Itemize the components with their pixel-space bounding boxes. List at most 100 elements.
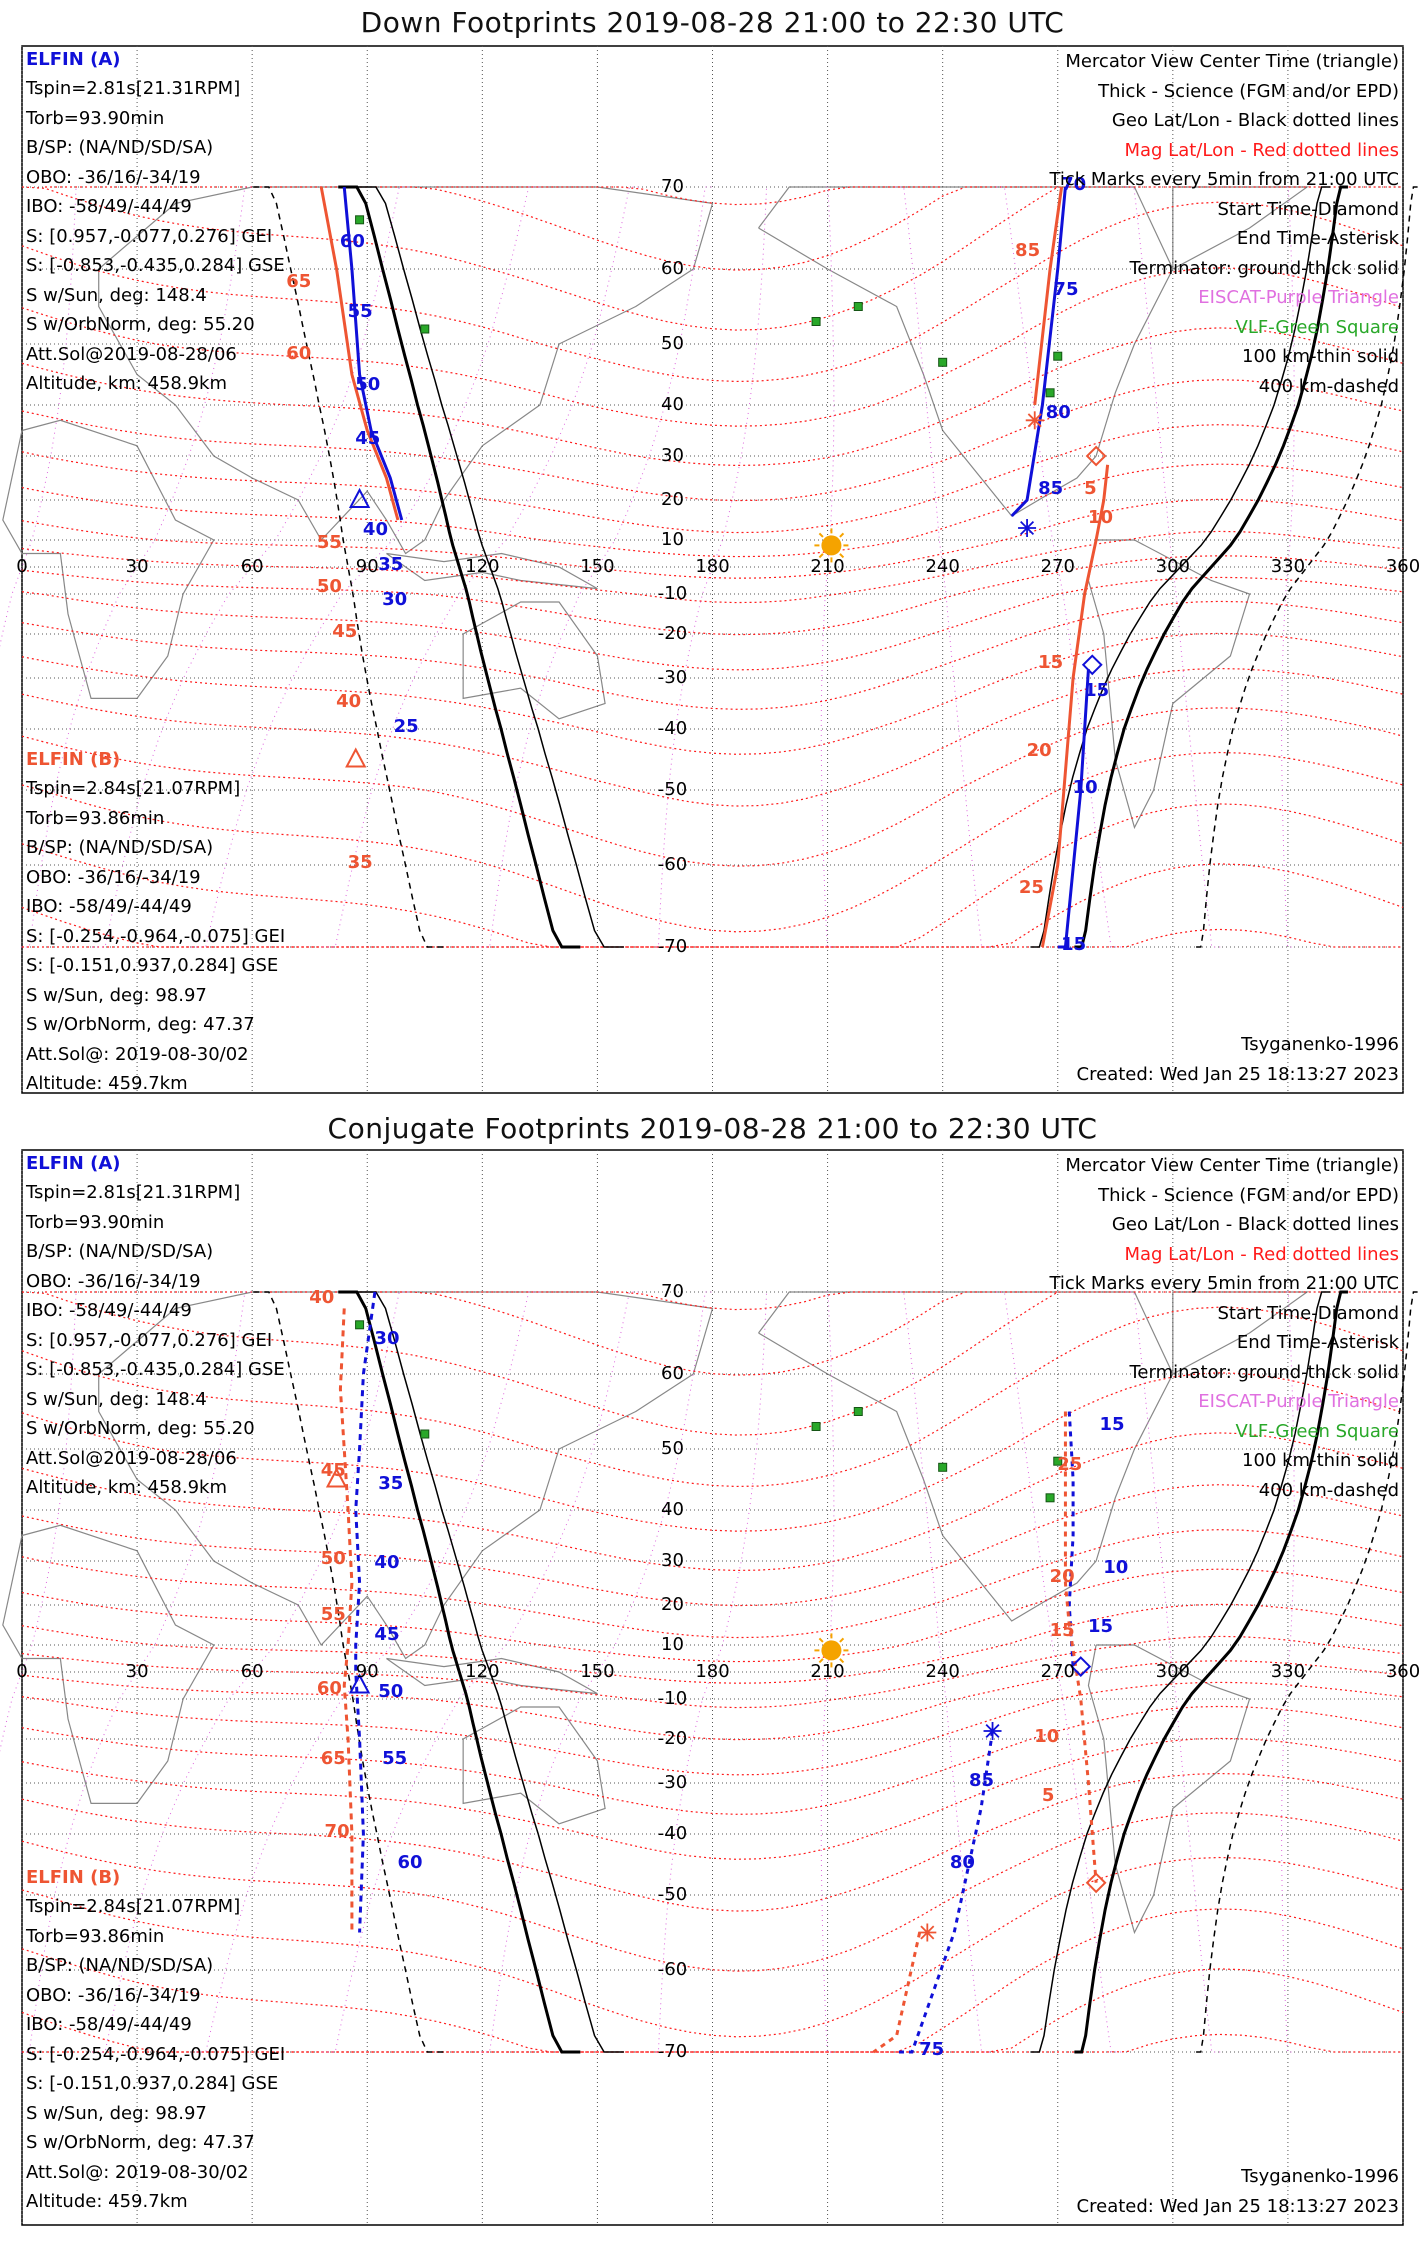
track-tick-label: 75 [1053,278,1079,300]
end-time-asterisk [1027,413,1042,428]
elfin-b-info: Altitude: 459.7km [26,1073,188,1094]
mag-lat-line [21,1681,1404,1776]
x-tick-label: 240 [925,1661,960,1682]
lat-tick-label: 60 [661,258,684,279]
terminator-ground-east [1074,1290,1348,2054]
mag-lat-line [21,379,1404,502]
track-tick-label: 55 [316,532,342,554]
x-tick-label: 180 [695,1661,730,1682]
lat-tick-label: 20 [661,489,684,510]
elfin-b-info: OBO: -36/16/-34/19 [26,1984,201,2006]
track-tick-label: 50 [316,575,342,597]
lat-tick-label: -70 [657,936,688,957]
x-tick-label: 120 [465,556,500,577]
elfin-a-name: ELFIN (A) [26,49,121,70]
sun-marker [821,1640,842,1661]
mag-lat-line [21,1812,1404,1972]
x-tick-label: 360 [1385,1661,1421,1682]
track-tick-label: 80 [949,1851,975,1873]
panel2-title: Conjugate Footprints 2019-08-28 21:00 to… [327,1112,1098,1145]
coastline-2 [462,1706,606,1825]
elfin-a-info: B/SP: (NA/ND/SD/SA) [26,137,214,158]
mag-lat-line [21,463,1404,558]
elfin-b-info: S w/OrbNorm, deg: 47.37 [26,2132,255,2153]
lat-tick-label: -60 [657,854,688,875]
lat-tick-label: -10 [657,1688,688,1709]
lat-tick-label: -20 [657,623,688,644]
elfin-a-info: Tspin=2.81s[21.31RPM] [26,78,241,99]
end-time-asterisk [1020,520,1035,536]
terminator-ground-west [338,1290,581,2054]
lat-tick-label: 60 [661,1363,684,1384]
elfin-b-info: S: [-0.151,0.937,0.284] GSE [26,955,279,976]
track-tick-label: 25 [1057,1454,1083,1476]
x-tick-label: 60 [240,556,264,577]
x-tick-label: 210 [810,1661,845,1682]
lat-tick-label: -60 [657,1959,688,1980]
legend-entry: 100 km-thin solid [1242,346,1399,367]
mag-lon-line [481,1291,714,2053]
mag-lat-line [21,1635,1404,1709]
track-tick-label: 40 [309,1287,335,1309]
legend-entry: Geo Lat/Lon - Black dotted lines [1111,110,1399,131]
track-tick-label: 60 [339,231,365,253]
vlf-station-square [853,1407,863,1416]
sun-ray [839,1637,845,1643]
elfin-a-info: OBO: -36/16/-34/19 [26,166,201,188]
track-tick-label: 35 [378,1472,404,1494]
lat-tick-label: 70 [661,1281,684,1302]
x-tick-label: 60 [240,1661,264,1682]
mag-lat-line [45,1291,1058,1376]
center-time-triangle [345,747,367,768]
mag-lat-line [21,1908,1404,2053]
elfin-a-info: Torb=93.90min [26,107,165,129]
elfin-b-info: Torb=93.86min [26,1925,165,1947]
footprint-track-3 [1057,669,1090,949]
lat-tick-label: 40 [661,1499,684,1520]
elfin-b-info: OBO: -36/16/-34/19 [26,866,201,888]
mag-lat-line [21,1660,1404,1741]
mag-lat-line [21,267,1404,427]
legend-entry: Mercator View Center Time (triangle) [1065,1155,1399,1176]
vlf-station-square [1053,1456,1063,1466]
mag-lon-line [481,186,714,948]
lat-tick-label: -10 [657,583,688,604]
track-tick-label: 45 [332,621,358,642]
track-tick-label: 10 [1034,1726,1060,1747]
legend-entry: Thick - Science (FGM and/or EPD) [1098,1184,1399,1206]
track-tick-label: 50 [320,1548,346,1569]
mag-lat-line [21,1291,1403,1436]
legend-entry: Start Time-Diamond [1217,198,1399,220]
start-time-diamond [1081,654,1103,676]
mag-lat-line [21,863,1404,948]
x-tick-label: 150 [580,556,615,577]
track-tick-label: 15 [1061,934,1087,955]
elfin-b-name: ELFIN (B) [26,1867,121,1888]
lat-tick-label: 10 [661,1634,684,1655]
elfin-b-info: Att.Sol@: 2019-08-30/02 [26,1043,249,1065]
lat-tick-label: -40 [657,1823,688,1844]
elfin-a-info: IBO: -58/49/-44/49 [26,1300,192,1321]
legend-entry: Mag Lat/Lon - Red dotted lines [1124,1243,1399,1265]
lat-tick-label: 10 [661,529,684,550]
mag-lon-line [1125,186,1221,948]
legend-entry: Tick Marks every 5min from 21:00 UTC [1049,169,1399,190]
footprint-track-4 [1033,186,1064,406]
mag-lat-line [21,1306,1404,1488]
elfin-a-name: ELFIN (A) [26,1153,121,1174]
track-tick-label: 40 [336,690,362,712]
legend-entry: 100 km-thin solid [1242,1450,1399,1471]
legend-entry: VLF-Green Square [1235,316,1399,338]
vlf-station-square [1045,1493,1055,1503]
x-tick-label: 30 [125,556,149,577]
legend-entry: EISCAT-Purple Triangle [1198,1391,1399,1412]
start-time-diamond [1085,1872,1107,1894]
track-tick-label: 65 [320,1748,346,1769]
mag-lon-line [656,186,769,948]
mag-lon-line [0,186,79,648]
x-tick-label: 360 [1385,556,1421,577]
track-tick-label: 15 [1084,680,1110,702]
track-tick-label: 15 [1049,1620,1075,1641]
sun-ray [839,532,845,538]
